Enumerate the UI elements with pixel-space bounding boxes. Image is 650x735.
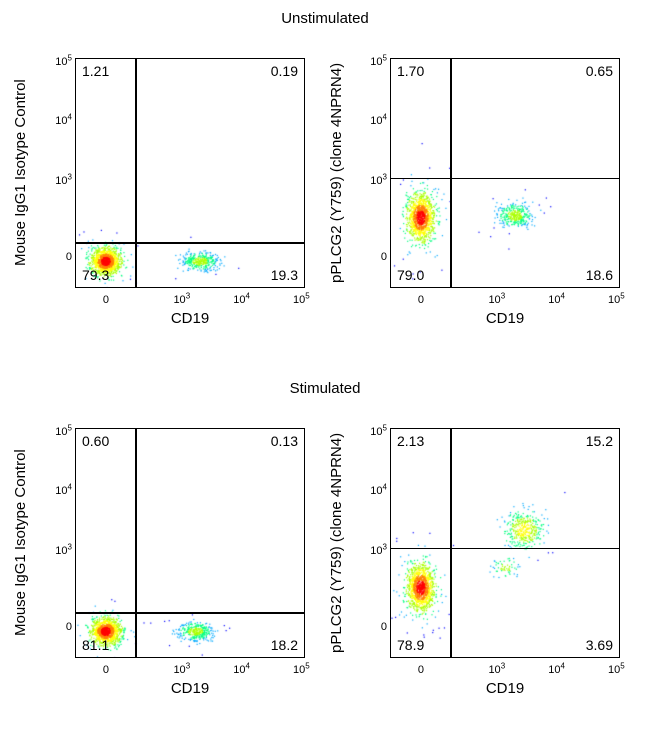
y-tick-label: 0 [48, 621, 72, 633]
x-tick-label: 0 [95, 294, 117, 306]
x-axis-label: CD19 [75, 680, 305, 697]
y-tick-label: 105 [363, 56, 387, 68]
quadrant-percent-ul: 2.13 [397, 433, 424, 449]
x-tick-label: 104 [546, 294, 568, 306]
gate-vertical [135, 429, 137, 657]
plot-area: 1.21 0.19 79.3 19.3 [75, 58, 305, 288]
x-tick-label: 103 [486, 294, 508, 306]
facs-panel-B: 1.70 0.65 79.0 18.6 [390, 58, 620, 288]
x-tick-label: 0 [95, 664, 117, 676]
x-tick-label: 104 [546, 664, 568, 676]
x-tick-label: 105 [605, 294, 627, 306]
y-tick-label: 103 [363, 545, 387, 557]
gate-horizontal [391, 178, 619, 180]
quadrant-percent-ll: 81.1 [82, 637, 109, 653]
y-tick-label: 104 [363, 485, 387, 497]
scatter-canvas [76, 59, 305, 288]
quadrant-percent-ll: 78.9 [397, 637, 424, 653]
gate-horizontal [76, 612, 304, 614]
section-title-unstimulated: Unstimulated [0, 10, 650, 27]
y-tick-label: 104 [48, 115, 72, 127]
quadrant-percent-ur: 15.2 [586, 433, 613, 449]
quadrant-percent-lr: 19.3 [271, 267, 298, 283]
y-axis-label: pPLCG2 (Y759) (clone 4NPRN4) [328, 428, 345, 658]
quadrant-percent-ur: 0.65 [586, 63, 613, 79]
plot-area: 1.70 0.65 79.0 18.6 [390, 58, 620, 288]
gate-vertical [135, 59, 137, 287]
x-tick-label: 103 [171, 664, 193, 676]
y-tick-label: 0 [363, 621, 387, 633]
y-axis-label: pPLCG2 (Y759) (clone 4NPRN4) [328, 58, 345, 288]
x-tick-label: 104 [231, 664, 253, 676]
gate-horizontal [391, 548, 619, 550]
y-tick-label: 105 [363, 426, 387, 438]
quadrant-percent-ul: 1.21 [82, 63, 109, 79]
facs-panel-C: 0.60 0.13 81.1 18.2 [75, 428, 305, 658]
quadrant-percent-lr: 3.69 [586, 637, 613, 653]
y-tick-label: 103 [363, 175, 387, 187]
x-tick-label: 105 [605, 664, 627, 676]
y-axis-label: Mouse IgG1 Isotype Control [12, 58, 29, 288]
x-tick-label: 105 [290, 294, 312, 306]
flow-cytometry-figure: Unstimulated Stimulated 0 103 104 105 0 103 10… [0, 0, 650, 735]
gate-vertical [450, 59, 452, 287]
x-tick-label: 0 [410, 664, 432, 676]
facs-panel-D: 2.13 15.2 78.9 3.69 [390, 428, 620, 658]
y-tick-label: 0 [48, 251, 72, 263]
gate-horizontal [76, 242, 304, 244]
y-axis-label: Mouse IgG1 Isotype Control [12, 428, 29, 658]
quadrant-percent-ur: 0.19 [271, 63, 298, 79]
quadrant-percent-ll: 79.3 [82, 267, 109, 283]
quadrant-percent-ul: 0.60 [82, 433, 109, 449]
x-tick-label: 103 [171, 294, 193, 306]
y-tick-label: 104 [363, 115, 387, 127]
scatter-canvas [391, 59, 620, 288]
quadrant-percent-ul: 1.70 [397, 63, 424, 79]
y-tick-label: 0 [363, 251, 387, 263]
x-tick-label: 0 [410, 294, 432, 306]
x-tick-label: 105 [290, 664, 312, 676]
plot-area: 2.13 15.2 78.9 3.69 [390, 428, 620, 658]
section-title-stimulated: Stimulated [0, 380, 650, 397]
facs-panel-A: 1.21 0.19 79.3 19.3 [75, 58, 305, 288]
x-axis-label: CD19 [75, 310, 305, 327]
scatter-canvas [76, 429, 305, 658]
quadrant-percent-lr: 18.2 [271, 637, 298, 653]
y-tick-label: 105 [48, 426, 72, 438]
x-tick-label: 104 [231, 294, 253, 306]
y-tick-label: 105 [48, 56, 72, 68]
plot-area: 0.60 0.13 81.1 18.2 [75, 428, 305, 658]
quadrant-percent-ur: 0.13 [271, 433, 298, 449]
y-tick-label: 104 [48, 485, 72, 497]
scatter-canvas [391, 429, 620, 658]
y-tick-label: 103 [48, 175, 72, 187]
gate-vertical [450, 429, 452, 657]
x-tick-label: 103 [486, 664, 508, 676]
x-axis-label: CD19 [390, 680, 620, 697]
quadrant-percent-lr: 18.6 [586, 267, 613, 283]
quadrant-percent-ll: 79.0 [397, 267, 424, 283]
y-tick-label: 103 [48, 545, 72, 557]
x-axis-label: CD19 [390, 310, 620, 327]
